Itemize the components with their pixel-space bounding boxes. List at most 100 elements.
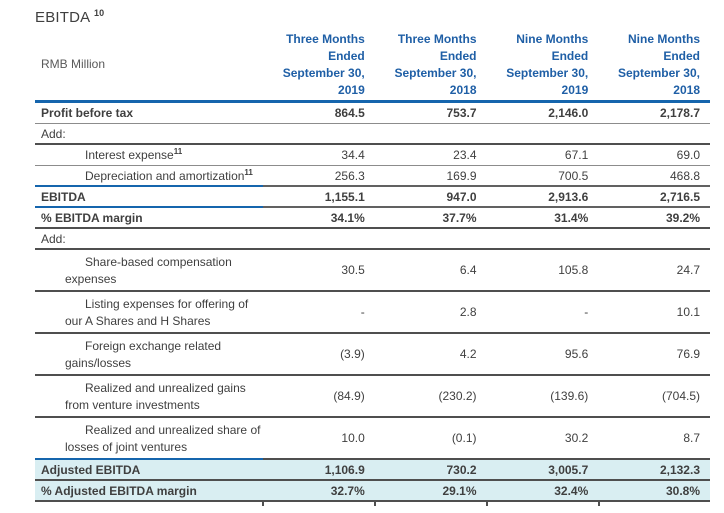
cell-value: 30.2 <box>486 418 599 460</box>
cell-value: 29.1% <box>374 481 487 502</box>
table-row: Depreciation and amortization11 256.3 169.… <box>35 166 710 187</box>
row-label-text: Depreciation and amortization <box>85 169 245 183</box>
cell-value: 69.0 <box>598 145 710 166</box>
row-label: Listing expenses for offering of our A S… <box>35 292 263 334</box>
table-row: Foreign exchange related gains/losses (3.… <box>35 334 710 376</box>
cell-value: 31.4% <box>486 208 599 229</box>
row-label: Interest expense11 <box>35 145 263 166</box>
ebitda-table: RMB Million Three Months Ended September… <box>35 28 710 506</box>
row-label: Add: <box>35 229 263 250</box>
cell-value: 700.5 <box>486 166 599 187</box>
table-row: Adjusted EBITDA 1,106.9 730.2 3,005.7 2,132.… <box>35 460 710 481</box>
cell-value <box>486 229 599 250</box>
cell-value: 32.7% <box>263 481 375 502</box>
cell-value <box>263 229 375 250</box>
row-label-text: Realized and unrealized share of losses … <box>65 423 261 454</box>
column-boundary-tick <box>598 501 600 506</box>
cell-value: 2,146.0 <box>486 103 599 124</box>
cell-value: 6.4 <box>374 250 487 292</box>
table-row: % Adjusted EBITDA margin 32.7% 29.1% 32.4% 3… <box>35 481 710 502</box>
cell-value <box>374 229 487 250</box>
row-footnote-marker: 11 <box>173 147 183 156</box>
table-row: Add: <box>35 229 710 250</box>
row-label-text: Foreign exchange related gains/losses <box>65 339 222 370</box>
cell-value: 4.2 <box>374 334 487 376</box>
column-header-1: Three Months Ended September 30, 2019 <box>263 28 375 103</box>
row-label-text: % EBITDA margin <box>41 210 143 225</box>
row-label: Profit before tax <box>35 103 263 124</box>
column-boundary-tick <box>486 501 488 506</box>
table-row: % EBITDA margin 34.1% 37.7% 31.4% 39.2% <box>35 208 710 229</box>
row-label: Realized and unrealized gains from ventu… <box>35 376 263 418</box>
column-header-2: Three Months Ended September 30, 2018 <box>374 28 487 103</box>
cell-value: 34.4 <box>263 145 375 166</box>
row-label: Depreciation and amortization11 <box>35 166 263 187</box>
table-row: Realized and unrealized gains from ventu… <box>35 376 710 418</box>
cell-value: (230.2) <box>374 376 487 418</box>
title-footnote-marker: 10 <box>93 8 105 18</box>
column-boundary-tick <box>262 501 264 506</box>
table-row: EBITDA 1,155.1 947.0 2,913.6 2,716.5 <box>35 187 710 208</box>
cell-value: 2,178.7 <box>598 103 710 124</box>
cell-value: - <box>263 292 375 334</box>
cell-value: 10.0 <box>263 418 375 460</box>
cell-value: 105.8 <box>486 250 599 292</box>
table-row: Profit before tax 864.5 753.7 2,146.0 2,178.… <box>35 103 710 124</box>
row-label: EBITDA <box>35 187 263 208</box>
cell-value: - <box>486 292 599 334</box>
cell-value: 864.5 <box>263 103 375 124</box>
column-header-4: Nine Months Ended September 30, 2018 <box>598 28 710 103</box>
cell-value <box>263 124 375 145</box>
cell-value: 30.5 <box>263 250 375 292</box>
row-label: Foreign exchange related gains/losses <box>35 334 263 376</box>
row-label: Realized and unrealized share of losses … <box>35 418 263 460</box>
cell-value: 30.8% <box>598 481 710 502</box>
cell-value: 23.4 <box>374 145 487 166</box>
row-label: Share-based compensation expenses <box>35 250 263 292</box>
cell-value <box>486 124 599 145</box>
cell-value: 34.1% <box>263 208 375 229</box>
cell-value: 2,132.3 <box>598 460 710 481</box>
row-label: % Adjusted EBITDA margin <box>35 481 263 502</box>
cell-value: 753.7 <box>374 103 487 124</box>
cell-value <box>374 124 487 145</box>
row-footnote-marker: 11 <box>244 168 253 177</box>
cell-value: 1,155.1 <box>263 187 375 208</box>
cell-value: 76.9 <box>598 334 710 376</box>
section-title: EBITDA 10 <box>35 8 724 26</box>
cell-value: (0.1) <box>374 418 487 460</box>
cell-value: (704.5) <box>598 376 710 418</box>
table-row: Share-based compensation expenses 30.5 6.4… <box>35 250 710 292</box>
row-label-text: Add: <box>41 126 66 141</box>
cell-value: 2,716.5 <box>598 187 710 208</box>
unit-label: RMB Million <box>35 28 263 103</box>
row-label-text: % Adjusted EBITDA margin <box>41 483 197 498</box>
cell-value: 169.9 <box>374 166 487 187</box>
cell-value <box>598 229 710 250</box>
cell-value: 95.6 <box>486 334 599 376</box>
row-label: Adjusted EBITDA <box>35 460 263 481</box>
cell-value: (3.9) <box>263 334 375 376</box>
cell-value: (139.6) <box>486 376 599 418</box>
column-header-3: Nine Months Ended September 30, 2019 <box>486 28 599 103</box>
row-label-text: EBITDA <box>41 189 86 204</box>
cell-value: 67.1 <box>486 145 599 166</box>
table-header-row: RMB Million Three Months Ended September… <box>35 28 710 103</box>
cell-value: 256.3 <box>263 166 375 187</box>
cell-value: 1,106.9 <box>263 460 375 481</box>
row-label-text: Interest expense <box>85 148 174 162</box>
cell-value: 37.7% <box>374 208 487 229</box>
row-label-text: Share-based compensation expenses <box>65 255 232 286</box>
cell-value: 24.7 <box>598 250 710 292</box>
row-label-text: Listing expenses for offering of our A S… <box>65 297 249 328</box>
cell-value: 947.0 <box>374 187 487 208</box>
row-label-text: Adjusted EBITDA <box>41 462 141 477</box>
table-row: Interest expense11 34.4 23.4 67.1 69.0 <box>35 145 710 166</box>
cell-value: 2.8 <box>374 292 487 334</box>
cell-value: 8.7 <box>598 418 710 460</box>
section-title-text: EBITDA <box>35 9 90 26</box>
cell-value: 468.8 <box>598 166 710 187</box>
cell-value: 2,913.6 <box>486 187 599 208</box>
row-label: Add: <box>35 124 263 145</box>
